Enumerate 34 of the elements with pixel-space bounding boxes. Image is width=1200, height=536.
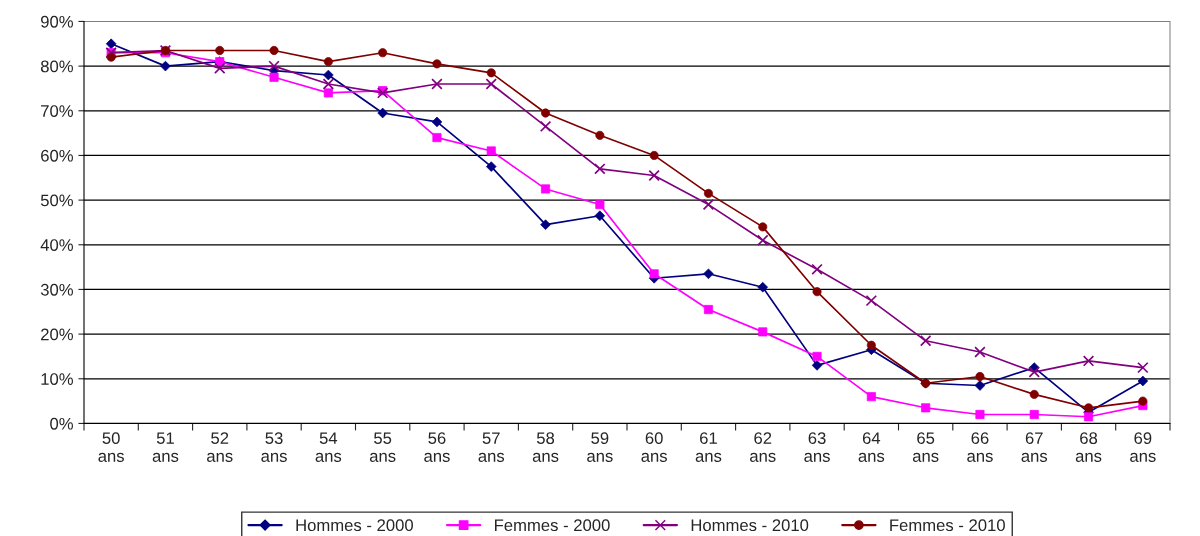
x-tick-label: 54 ans [315,432,342,462]
legend-label: Femmes - 2010 [890,519,1005,532]
x-tick-label: 66 ans [967,432,993,462]
y-tick-label: 50% [40,194,73,207]
x-tick-label: 68 ans [1075,432,1102,462]
x-tick-label: 67 ans [1021,432,1048,462]
y-tick-label: 0% [50,417,73,430]
y-tick-label: 80% [40,60,73,73]
x-tick-label: 50 ans [98,432,124,462]
y-tick-label: 10% [41,373,73,385]
y-tick-label: 70% [41,105,73,117]
x-tick-label: 65 ans [912,432,939,462]
x-tick-label: 60 ans [641,432,667,462]
x-tick-label: 62 ans [750,432,776,462]
y-tick-label: 20% [41,328,73,341]
legend-label: Hommes - 2000 [296,519,413,532]
x-tick-label: 57 ans [478,432,505,462]
x-tick-label: 59 ans [587,432,613,462]
y-tick-label: 90% [41,15,73,28]
legend-label: Femmes - 2000 [495,519,610,532]
y-tick-label: 30% [40,283,73,296]
x-tick-label: 69 ans [1130,432,1156,462]
x-tick-label: 55 ans [369,432,396,462]
x-tick-label: 56 ans [424,432,450,462]
x-tick-label: 53 ans [261,432,287,462]
x-tick-label: 63 ans [804,432,830,462]
x-tick-label: 61 ans [695,432,722,462]
x-tick-label: 58 ans [532,432,559,462]
y-tick-label: 60% [41,149,73,162]
x-tick-label: 64 ans [858,432,885,462]
x-tick-label: 51 ans [152,432,179,462]
y-tick-label: 40% [40,239,73,251]
legend-label: Hommes - 2010 [691,519,809,532]
x-tick-label: 52 ans [207,432,233,462]
